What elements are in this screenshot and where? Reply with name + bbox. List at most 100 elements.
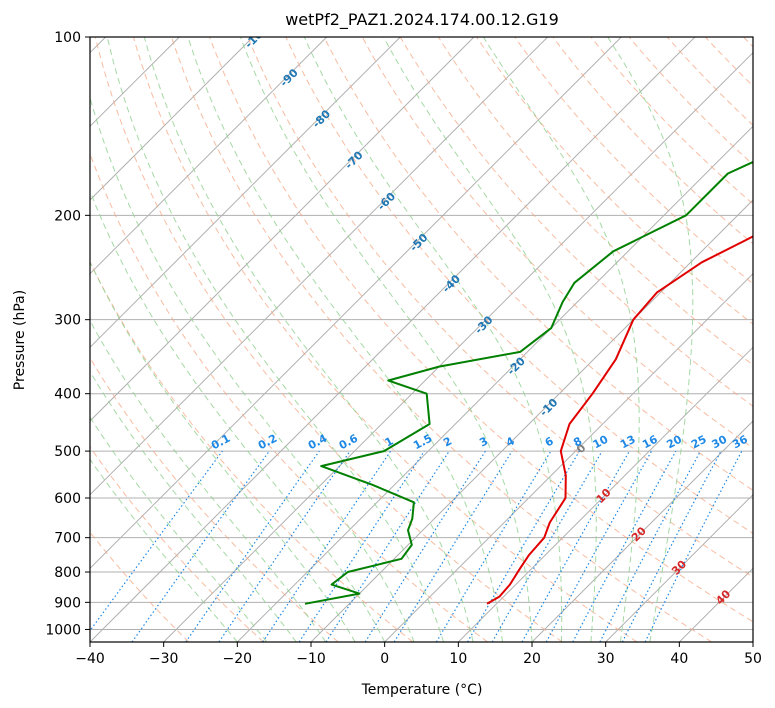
moist-adiabat-line bbox=[90, 370, 297, 642]
y-tick-label: 100 bbox=[54, 30, 81, 46]
moist-adiabat-line bbox=[90, 96, 415, 642]
sounding-profiles bbox=[304, 160, 753, 605]
x-axis-ticks: −40 −30 −20 −10 0 10 20 30 40 50 bbox=[75, 642, 762, 667]
y-axis-ticks: 100 200 300 400 500 600 700 800 900 1000 bbox=[45, 30, 90, 638]
moist-adiabat-line bbox=[90, 189, 386, 642]
moist-adiabats bbox=[90, 37, 694, 642]
y-tick-label: 700 bbox=[54, 531, 81, 547]
plot-frame bbox=[89, 36, 754, 643]
y-tick-label: 1000 bbox=[45, 622, 81, 638]
isotherm-line bbox=[678, 567, 753, 642]
mixing-ratio-label: 2 bbox=[441, 434, 454, 449]
dry-adiabat-line bbox=[94, 37, 563, 642]
mixing-ratio-line bbox=[393, 450, 513, 642]
mixing-ratio-line bbox=[298, 450, 425, 642]
mixing-ratio-label: 0.1 bbox=[209, 432, 232, 453]
moist-adiabat-line bbox=[607, 37, 694, 642]
isotherm-line bbox=[236, 125, 753, 642]
isotherm-line bbox=[531, 420, 753, 642]
dry-adiabat-line bbox=[90, 531, 190, 642]
dry-adiabat-line bbox=[90, 356, 339, 642]
isotherm-line bbox=[90, 37, 549, 496]
mixing-ratio-label: 0.4 bbox=[306, 432, 330, 453]
dry-adiabat-line bbox=[285, 37, 753, 535]
x-tick-label: 20 bbox=[523, 651, 541, 667]
moist-adiabat-line bbox=[187, 37, 503, 642]
background-line-labels: -100-90-80-70-60-50-40-30-20-10010203040… bbox=[209, 37, 750, 607]
isotherm-label: -50 bbox=[407, 231, 430, 254]
isotherm-line bbox=[384, 272, 753, 642]
mixing-ratio-line bbox=[466, 450, 580, 642]
dry-adiabat-line bbox=[437, 37, 753, 366]
mixing-ratio-line bbox=[218, 450, 351, 642]
mixing-ratio-line bbox=[262, 450, 392, 642]
mixing-ratio-label: 30 bbox=[710, 433, 730, 452]
dry-adiabat-line bbox=[476, 37, 753, 325]
sounding-line bbox=[304, 160, 753, 605]
mixing-ratio-line bbox=[521, 450, 631, 642]
mixing-ratio-line bbox=[131, 450, 270, 642]
mixing-ratio-line bbox=[90, 450, 223, 632]
y-tick-label: 800 bbox=[54, 565, 81, 581]
x-tick-label: 30 bbox=[597, 651, 615, 667]
dry-adiabat-line bbox=[704, 37, 753, 87]
x-tick-label: −20 bbox=[223, 651, 253, 667]
y-tick-label: 600 bbox=[54, 491, 81, 507]
dry-adiabat-line bbox=[666, 37, 753, 126]
x-tick-label: −10 bbox=[296, 651, 326, 667]
mixing-ratio-label: 6 bbox=[543, 434, 556, 449]
isotherm-line bbox=[90, 37, 328, 275]
dry-adiabats bbox=[90, 37, 753, 642]
dry-adiabat-line bbox=[90, 152, 488, 642]
dry-adiabat-line bbox=[90, 260, 414, 642]
dry-adiabat-line bbox=[590, 37, 753, 205]
x-axis-title: Temperature (°C) bbox=[361, 682, 483, 698]
isotherm-label: -90 bbox=[277, 66, 300, 89]
isotherm-line bbox=[90, 37, 696, 642]
dry-adiabat-line bbox=[171, 37, 712, 642]
x-tick-label: −40 bbox=[75, 651, 105, 667]
mixing-ratio-label: 16 bbox=[640, 433, 660, 452]
dry-adiabat-line bbox=[132, 37, 638, 642]
isotherm-line bbox=[90, 37, 622, 570]
mixing-ratio-lines bbox=[90, 450, 743, 642]
chart-title: wetPf2_PAZ1.2024.174.00.12.G19 bbox=[285, 10, 559, 30]
moist-adiabat-line bbox=[106, 37, 445, 642]
moist-adiabat-line bbox=[90, 458, 238, 642]
y-tick-label: 500 bbox=[54, 444, 81, 460]
dry-adiabat-line bbox=[743, 37, 753, 48]
isotherm-line bbox=[457, 346, 753, 642]
moist-adiabat-line bbox=[303, 37, 563, 642]
mixing-ratio-line bbox=[644, 450, 743, 642]
isotherm-line bbox=[752, 641, 753, 642]
x-tick-label: −30 bbox=[149, 651, 179, 667]
mixing-ratio-line bbox=[364, 450, 486, 642]
y-tick-label: 900 bbox=[54, 595, 81, 611]
mixing-ratio-label: 36 bbox=[730, 433, 750, 452]
x-tick-label: 50 bbox=[744, 651, 762, 667]
y-tick-label: 300 bbox=[54, 313, 81, 329]
plot-area: -100-90-80-70-60-50-40-30-20-10010203040… bbox=[90, 37, 753, 642]
isotherm-label: -10 bbox=[537, 396, 560, 419]
skewed-isotherms bbox=[90, 37, 753, 642]
mixing-ratio-label: 10 bbox=[591, 433, 611, 452]
y-tick-label: 400 bbox=[54, 387, 81, 403]
mixing-ratio-line bbox=[572, 450, 677, 642]
moist-adiabat-line bbox=[383, 37, 597, 642]
dry-adiabat-line bbox=[323, 37, 753, 491]
dry-adiabat-line bbox=[209, 37, 753, 623]
y-axis-title: Pressure (hPa) bbox=[12, 290, 28, 390]
isotherm-line bbox=[605, 493, 753, 642]
isotherm-label: -70 bbox=[342, 148, 365, 171]
x-tick-label: 10 bbox=[449, 651, 467, 667]
y-tick-label: 200 bbox=[54, 208, 81, 224]
mixing-ratio-label: 1.5 bbox=[411, 432, 434, 453]
moist-adiabat-line bbox=[90, 319, 327, 642]
dry-adiabat-line bbox=[552, 37, 753, 245]
mixing-ratio-label: 20 bbox=[664, 433, 684, 452]
x-tick-label: 0 bbox=[380, 651, 389, 667]
mixing-ratio-label: 3 bbox=[477, 434, 490, 449]
mixing-ratio-line bbox=[185, 450, 320, 642]
x-tick-label: 40 bbox=[670, 651, 688, 667]
